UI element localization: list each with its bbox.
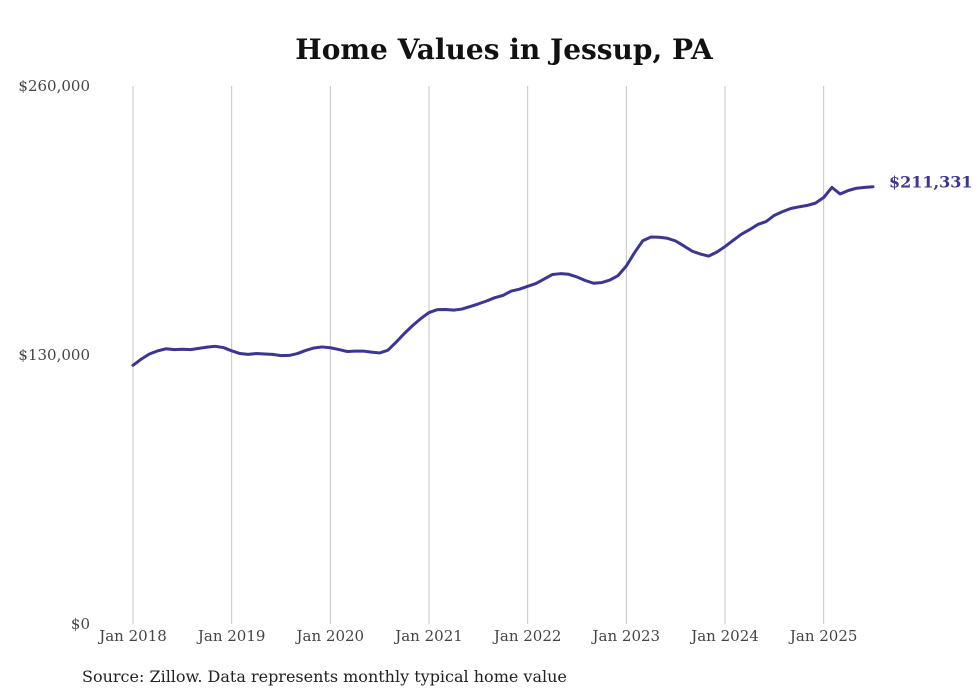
- series-layer: [131, 185, 875, 367]
- y-tick-label: $130,000: [18, 346, 90, 364]
- x-tick-label: Jan 2023: [591, 627, 661, 645]
- end-value-label: $211,331: [889, 173, 973, 192]
- x-tick-label: Jan 2021: [393, 627, 463, 645]
- x-tick-label: Jan 2019: [196, 627, 266, 645]
- y-tick-label: $260,000: [18, 77, 90, 95]
- x-tick-label: Jan 2018: [97, 627, 167, 645]
- source-note: Source: Zillow. Data represents monthly …: [82, 667, 567, 686]
- x-tick-label: Jan 2022: [492, 627, 562, 645]
- x-tick-label: Jan 2020: [295, 627, 365, 645]
- x-tick-label: Jan 2024: [689, 627, 759, 645]
- axes: Jan 2018 Jan 2019 Jan 2020 Jan 2021 Jan 2022…: [18, 77, 857, 645]
- labels: $211,331: [889, 173, 973, 192]
- chart-title: Home Values in Jessup, PA: [295, 33, 714, 66]
- x-tick-label: Jan 2025: [788, 627, 858, 645]
- gridlines: [132, 86, 825, 624]
- y-tick-label: $0: [71, 615, 90, 633]
- series-line: [131, 185, 875, 367]
